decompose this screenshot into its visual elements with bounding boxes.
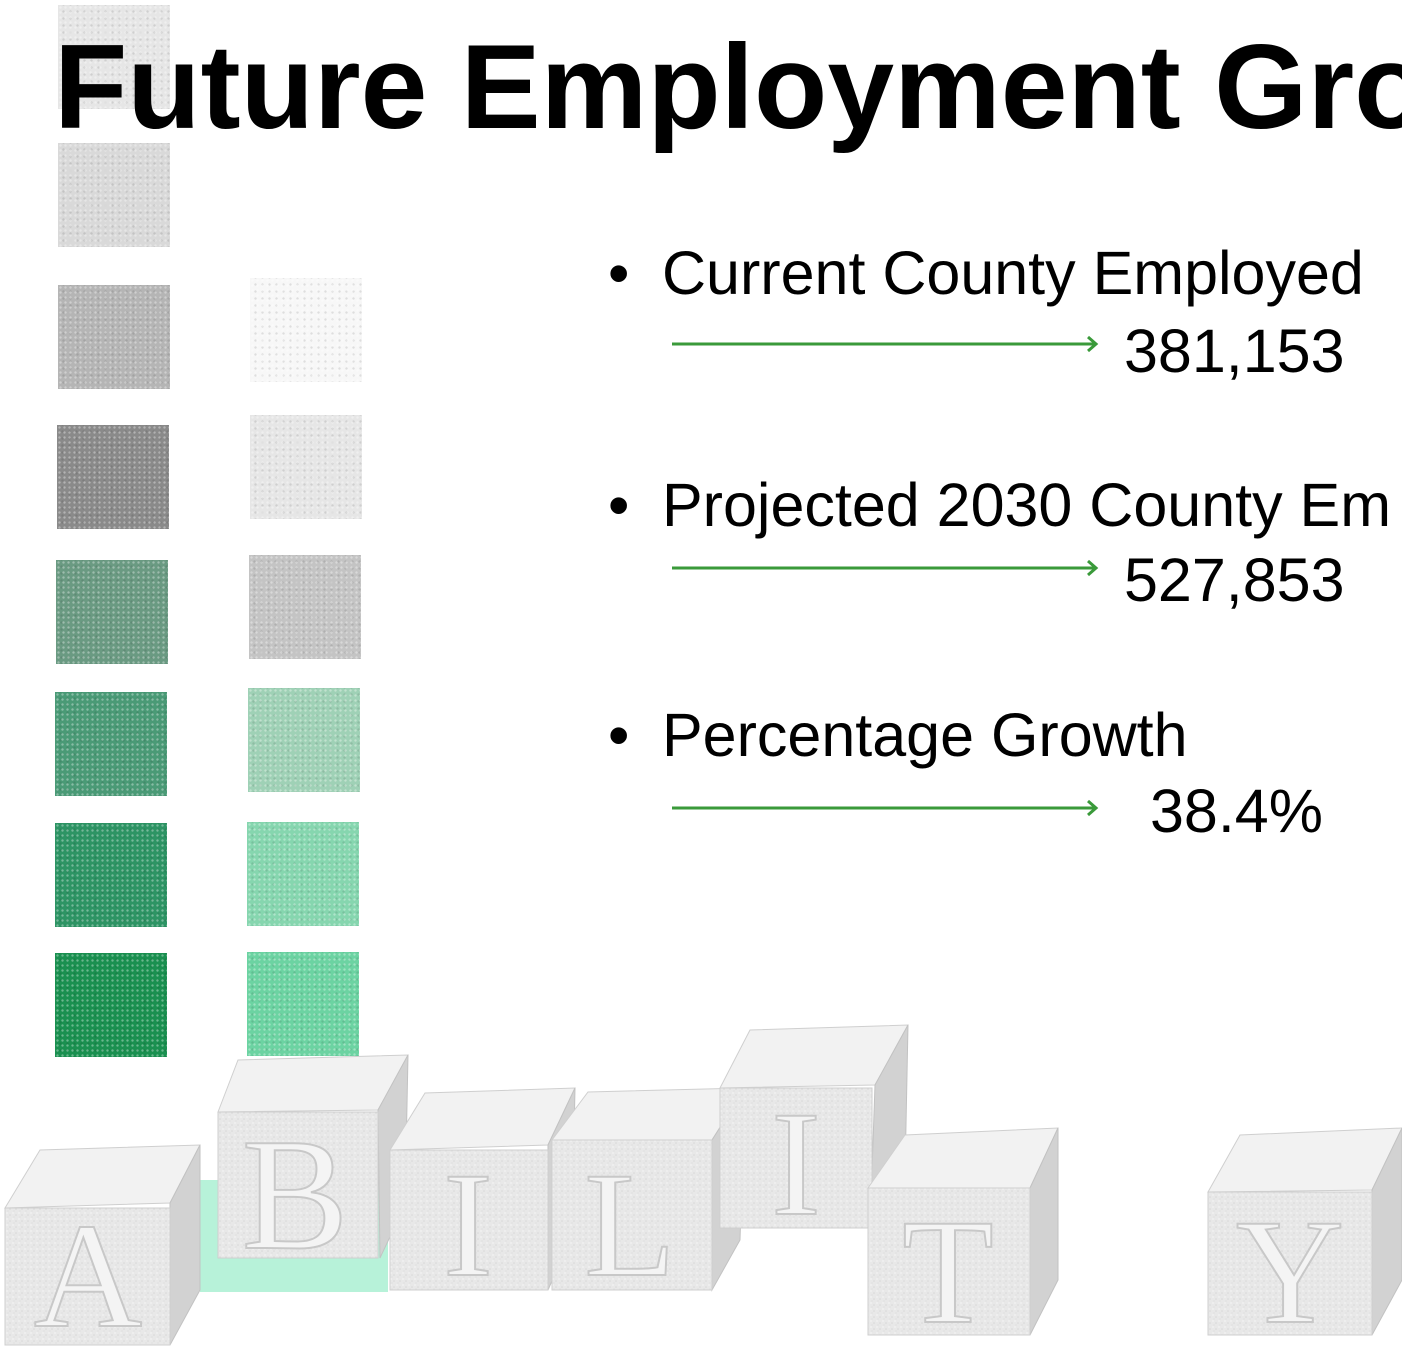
bullet-label: Percentage Growth	[662, 701, 1188, 769]
block-letter: I	[771, 1081, 821, 1247]
tile	[55, 953, 167, 1057]
bullet-dot: •	[608, 701, 630, 769]
bullet-label: Current County Employed	[662, 239, 1364, 307]
bullet-value: 38.4%	[1150, 777, 1323, 845]
arrow-icon	[672, 799, 1099, 817]
block-letter: B	[242, 1105, 349, 1283]
block-letter: T	[902, 1189, 994, 1351]
block-letter: L	[584, 1142, 676, 1308]
tile	[250, 278, 362, 382]
tile	[55, 823, 167, 927]
tile	[57, 425, 169, 529]
bullet-percentage-growth: • Percentage Growth	[608, 700, 1188, 770]
bullet-current-employed: • Current County Employed	[608, 238, 1364, 308]
slide-title: Future Employment Grow	[54, 20, 1402, 154]
tile	[55, 692, 167, 796]
tile	[249, 555, 361, 659]
alphabet-blocks-illustration: A B I L I	[4, 1024, 1402, 1351]
arrow-icon	[672, 335, 1099, 353]
block-letter: I	[443, 1142, 493, 1308]
block-t	[867, 1127, 1059, 1336]
bullet-value: 381,153	[1124, 317, 1345, 385]
bullet-value: 527,853	[1124, 546, 1345, 614]
tile	[58, 285, 170, 389]
block-letter: Y	[1236, 1189, 1344, 1351]
bullet-label: Projected 2030 County Em	[662, 471, 1392, 539]
block-y	[1207, 1127, 1402, 1336]
tile	[248, 688, 360, 792]
bullet-projected-employed: • Projected 2030 County Em	[608, 470, 1391, 540]
tile	[250, 415, 362, 519]
tile	[58, 143, 170, 247]
decorative-tile-grid	[0, 0, 420, 1351]
tile	[247, 822, 359, 926]
tile	[247, 952, 359, 1056]
bullet-dot: •	[608, 239, 630, 307]
block-letter: A	[34, 1193, 142, 1351]
tile	[56, 560, 168, 664]
bullet-dot: •	[608, 471, 630, 539]
arrow-icon	[672, 559, 1099, 577]
block-a	[4, 1144, 201, 1346]
tile	[58, 5, 170, 109]
